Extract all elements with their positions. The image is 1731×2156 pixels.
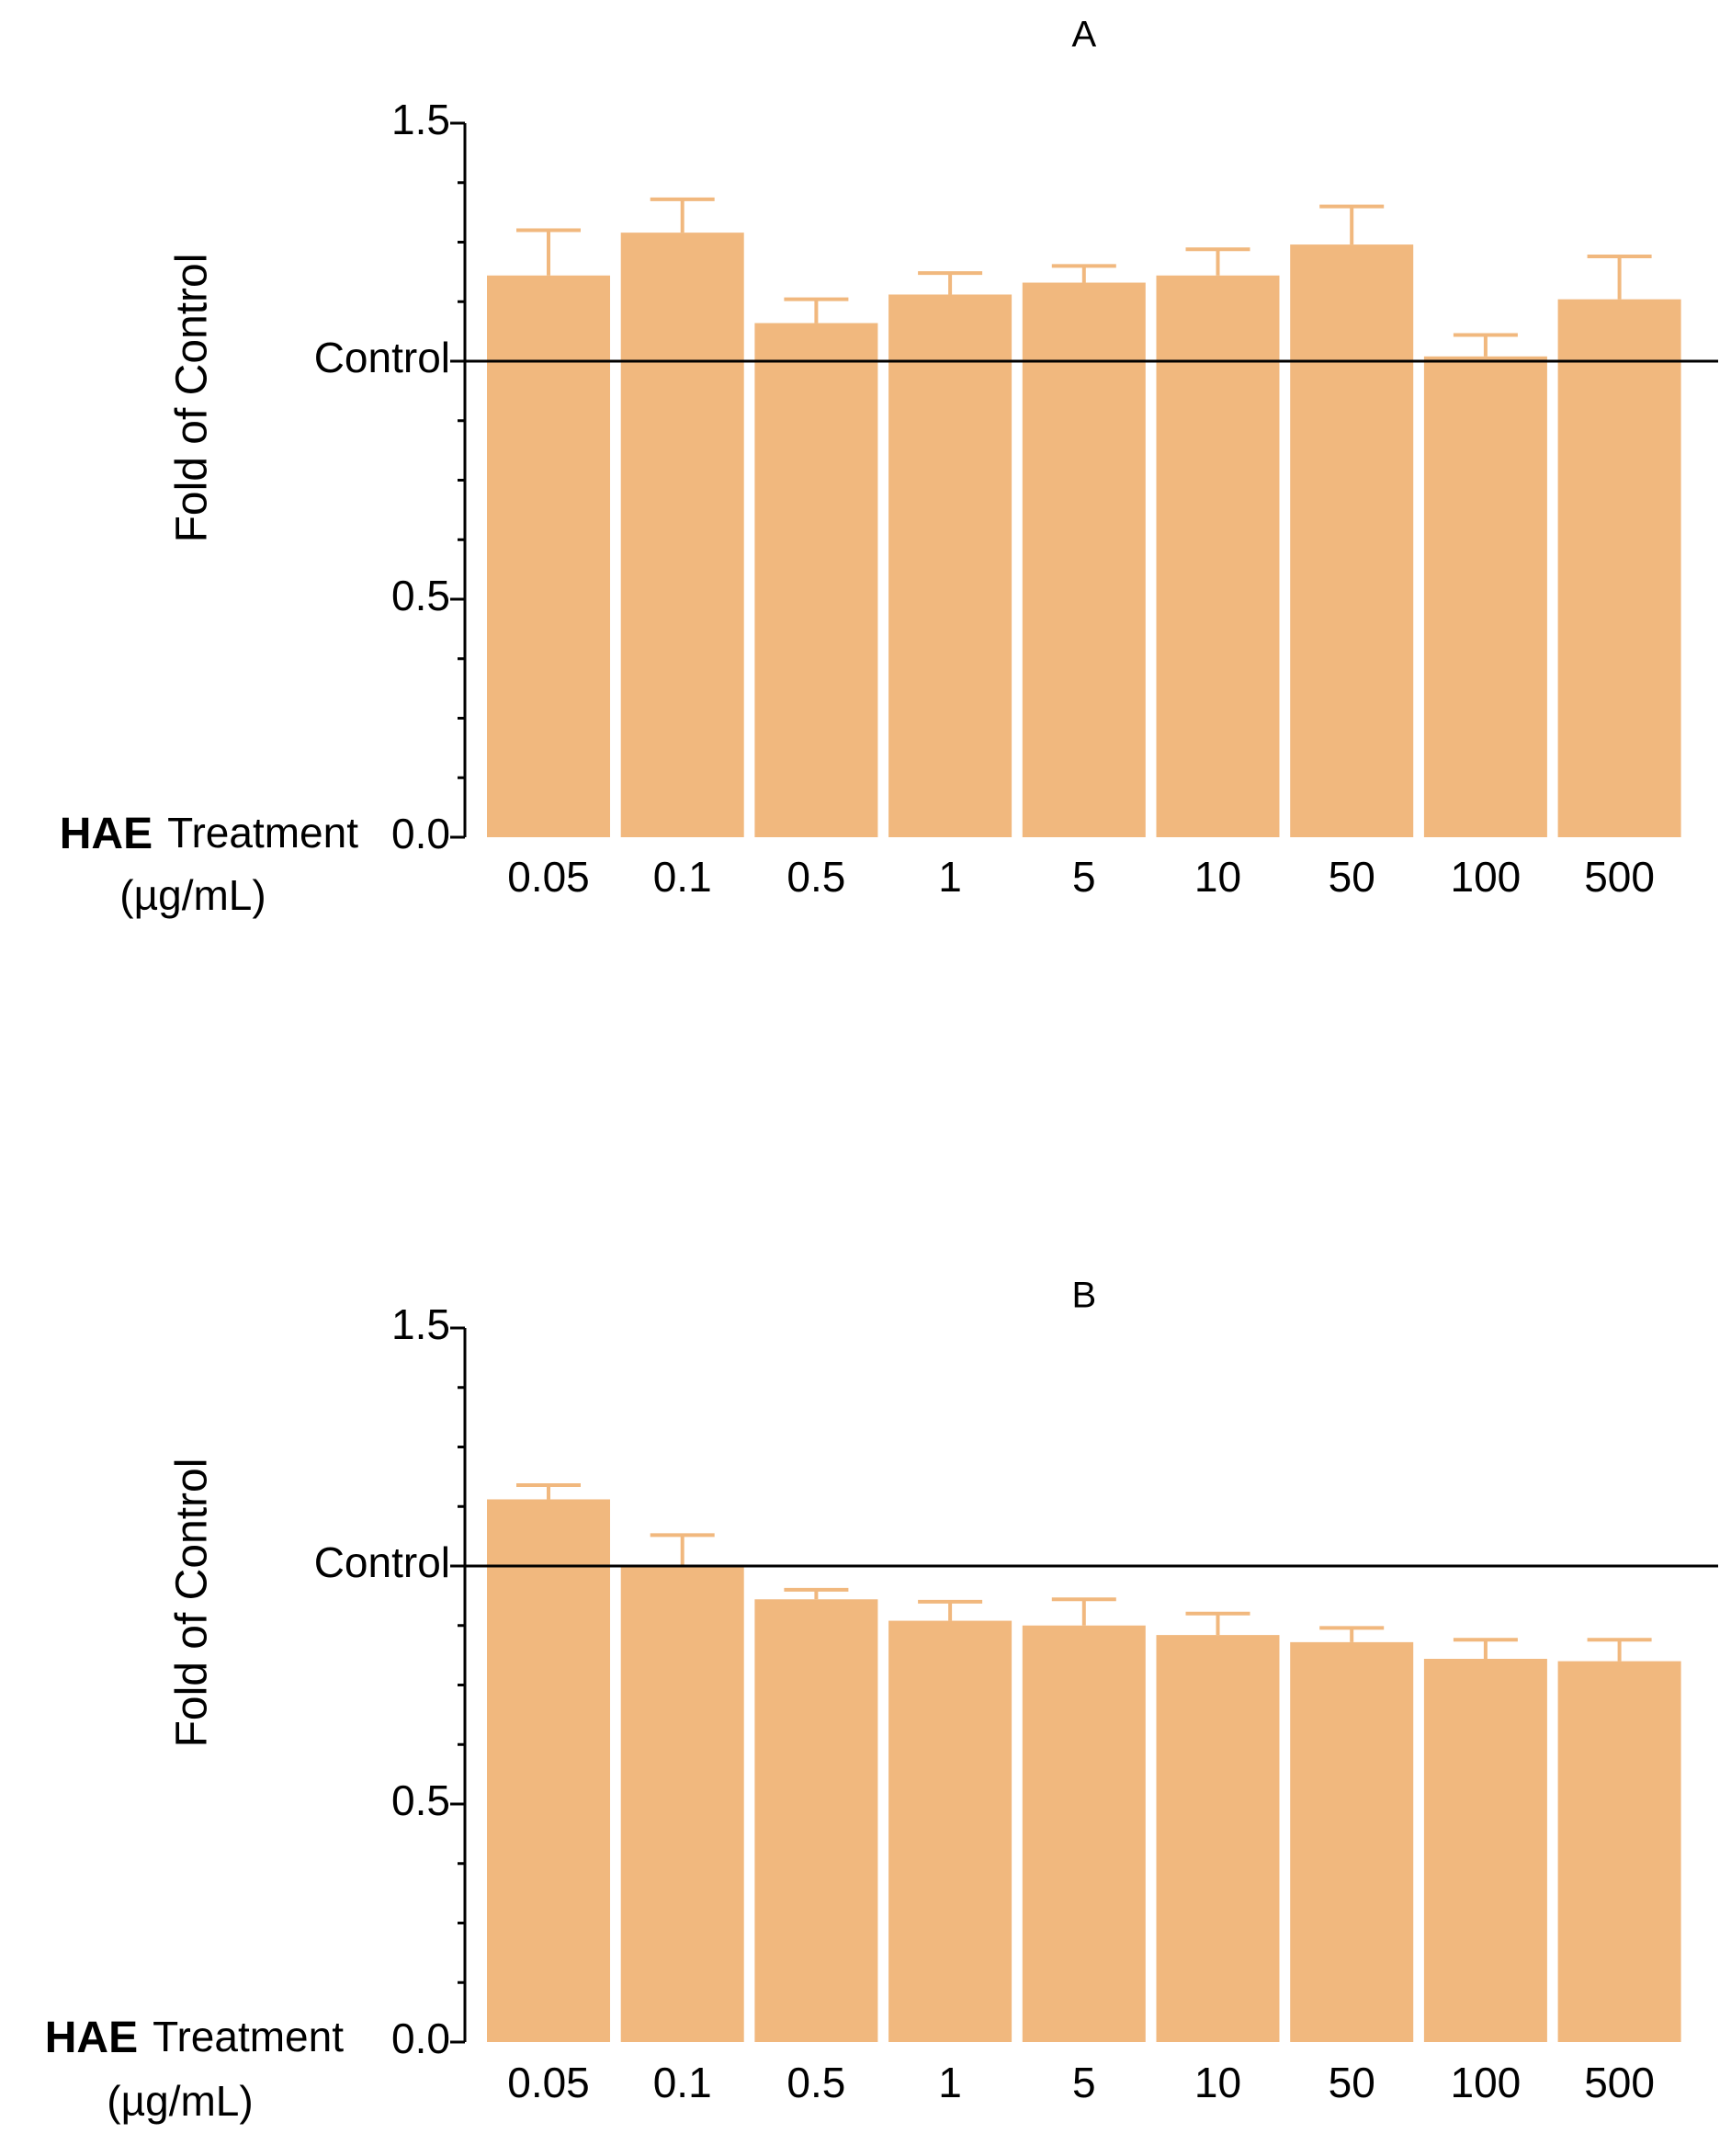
chart-title: B [1071, 1276, 1096, 1316]
x-tick-label: 10 [1194, 853, 1241, 901]
bar-5 [1022, 282, 1146, 837]
bar-500 [1557, 299, 1681, 837]
x-tick-label: 0.05 [507, 853, 590, 901]
x-tick-label: 0.1 [653, 853, 712, 901]
x-axis-label-strong: HAE [45, 2014, 138, 2062]
x-tick-label: 100 [1451, 853, 1522, 901]
bar-50 [1290, 244, 1414, 838]
x-tick-label: 500 [1584, 2059, 1655, 2106]
y-tick-label: 0.0 [391, 810, 450, 857]
x-tick-label: 1 [938, 2059, 962, 2106]
x-axis-units: (µg/mL) [107, 2077, 253, 2125]
bar-0.05 [487, 1499, 610, 2042]
y-axis-label: Fold of Control [168, 1458, 217, 1748]
bar-5 [1022, 1625, 1146, 2042]
chart-panel-b: B 0.0 0.5 1.5 Control 0.05 0.1 0.5 1 5 10 50 100 500 F… [45, 1276, 1718, 2125]
y-tick-label: 0.5 [391, 1776, 450, 1824]
bar-0.05 [487, 275, 610, 837]
bar-1 [888, 1620, 1013, 2042]
x-axis-label: HAE Treatment [60, 809, 358, 858]
bar-0.5 [754, 1599, 878, 2042]
y-tick-label: 0.0 [391, 2014, 450, 2062]
bar-0.1 [620, 1566, 744, 2042]
bar-10 [1156, 1635, 1280, 2042]
x-axis-label: HAE Treatment [45, 2013, 344, 2062]
control-label: Control [314, 1538, 450, 1586]
y-axis-label: Fold of Control [168, 254, 217, 543]
x-axis-label-rest: Treatment [167, 809, 358, 857]
x-tick-label: 0.05 [507, 2059, 590, 2106]
x-tick-label: 5 [1072, 853, 1096, 901]
bar-1 [888, 294, 1013, 838]
y-tick-label: 0.5 [391, 572, 450, 619]
chart-panel-a: A 0.0 0.5 1.5 Control 0.05 0.1 0.5 1 5 10 50 100 500 F… [60, 15, 1718, 919]
y-tick-label: 1.5 [391, 1300, 450, 1348]
x-tick-label: 0.5 [786, 853, 845, 901]
y-tick-label: 1.5 [391, 96, 450, 143]
bar-100 [1423, 1659, 1547, 2042]
x-tick-label: 500 [1584, 853, 1655, 901]
bar-100 [1423, 356, 1547, 837]
x-tick-label: 1 [938, 853, 962, 901]
bar-50 [1290, 1641, 1414, 2042]
x-tick-label: 50 [1329, 853, 1375, 901]
x-tick-label: 0.5 [786, 2059, 845, 2106]
x-tick-label: 100 [1451, 2059, 1522, 2106]
x-tick-label: 10 [1194, 2059, 1241, 2106]
bar-0.1 [620, 233, 744, 837]
bar-500 [1557, 1661, 1681, 2042]
x-tick-label: 5 [1072, 2059, 1096, 2106]
bar-10 [1156, 275, 1280, 837]
control-label: Control [314, 334, 450, 381]
x-tick-label: 0.1 [653, 2059, 712, 2106]
x-axis-label-strong: HAE [60, 810, 153, 858]
x-axis-units: (µg/mL) [119, 871, 266, 919]
bar-0.5 [754, 323, 878, 837]
x-axis-label-rest: Treatment [153, 2013, 344, 2060]
x-tick-label: 50 [1329, 2059, 1375, 2106]
chart-title: A [1071, 15, 1096, 55]
